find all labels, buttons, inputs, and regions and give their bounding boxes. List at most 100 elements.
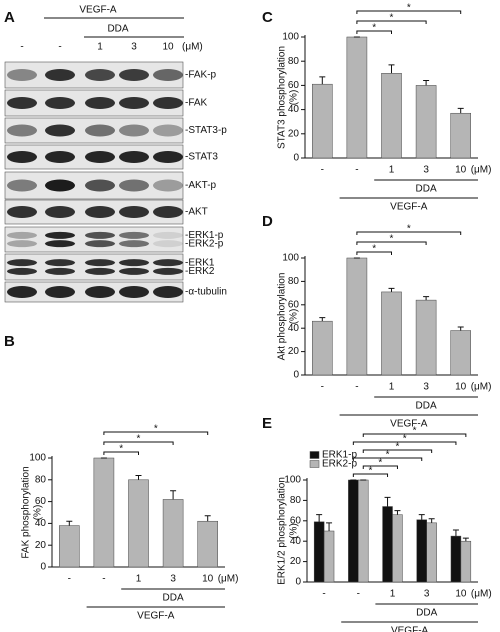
x-tick-label: - [102,574,105,585]
y-tick-label: 80 [288,56,300,67]
blot-row-label: -STAT3 [185,152,218,163]
y-tick-label: 0 [293,370,299,381]
blot-band [153,97,183,109]
blot-strip [4,226,184,253]
panel-label: B [4,333,15,350]
y-tick-label: 40 [290,536,302,547]
significance-label: * [386,450,390,461]
error-bar [428,518,435,523]
y-axis-label: Akt phosphorylation [277,273,288,361]
bar [450,330,471,376]
bar [346,257,368,376]
blot-band [153,124,183,137]
bar [313,521,325,583]
y-axis-label: ERK1/2 phosphorylation [277,477,288,585]
bar [382,506,393,583]
blot-band [85,206,115,218]
bar [93,457,115,568]
significance-bracket [362,433,467,437]
y-tick-label: 0 [295,577,301,588]
blot-row-label: -ERK2-p [185,238,224,249]
x-tick-label: - [321,382,324,393]
bar [59,525,80,568]
error-bar [204,515,211,522]
blot-band [45,124,75,137]
lane-label: 3 [131,42,137,53]
error-bar [66,520,73,526]
blot-band [7,259,37,267]
blot-band [45,267,75,275]
y-tick-label: 40 [288,323,300,334]
unit-label: (μM) [471,589,492,600]
significance-bracket [352,457,423,461]
legend-swatch [309,451,320,459]
group-label: DDA [416,184,437,195]
blot-band [85,259,115,267]
unit-label: (μM) [182,42,203,53]
panel-label: C [262,9,273,26]
y-tick-label: 60 [35,496,47,507]
blot-band [85,69,115,81]
panel-label: E [262,415,272,432]
y-tick-label: 100 [284,475,301,486]
significance-bracket [356,241,427,245]
blot-strip [4,253,184,281]
inhibitor-label: DDA [107,24,128,35]
blot-band [7,267,37,275]
bar [346,36,368,159]
significance-bracket [356,20,427,24]
error-bar [384,496,391,507]
significance-bracket [362,465,398,469]
error-bar [418,514,425,520]
x-tick-label: 10 [202,574,214,585]
significance-bracket [103,441,174,445]
blot-band [153,206,183,218]
blot-band [153,179,183,192]
bar [312,83,333,159]
blot-band [85,151,115,163]
bar [358,479,369,583]
error-bar [170,490,177,500]
error-bar [326,522,333,531]
lane-label: 10 [162,42,174,53]
significance-label: * [396,442,400,453]
error-bar [388,287,395,292]
y-tick-label: 100 [29,453,46,464]
bar [460,540,472,583]
significance-bracket [356,251,392,255]
significance-label: * [119,444,123,455]
y-tick-label: 100 [282,253,299,264]
significance-bracket [103,451,139,455]
y-tick-label: 100 [282,32,299,43]
significance-label: * [368,466,372,477]
error-bar [388,64,395,74]
bar [381,291,402,376]
blot-row-label: -AKT-p [185,180,217,191]
x-tick-label: 1 [389,382,395,393]
blot-band [45,69,75,81]
y-tick-label: 60 [290,515,302,526]
blot-band [119,259,149,267]
blot-row-label: -FAK [185,98,208,109]
bar [348,479,359,583]
y-tick-label: 80 [35,474,47,485]
legend-label: ERK1-p [322,450,357,461]
blot-band [7,240,37,248]
blot-band [119,267,149,275]
significance-label: * [407,3,411,14]
blot-band [85,124,115,137]
blot-band [153,267,183,275]
blot-band [45,259,75,267]
significance-label: * [378,458,382,469]
blot-band [7,286,37,298]
y-tick-label: 60 [288,299,300,310]
y-tick-label: 60 [288,80,300,91]
bar [392,514,403,583]
bar [450,535,462,583]
x-tick-label: - [321,165,324,176]
y-tick-label: 20 [35,540,47,551]
y-axis-label: (%) [33,505,44,521]
significance-label: * [137,434,141,445]
significance-label: * [372,23,376,34]
bar [381,73,402,159]
